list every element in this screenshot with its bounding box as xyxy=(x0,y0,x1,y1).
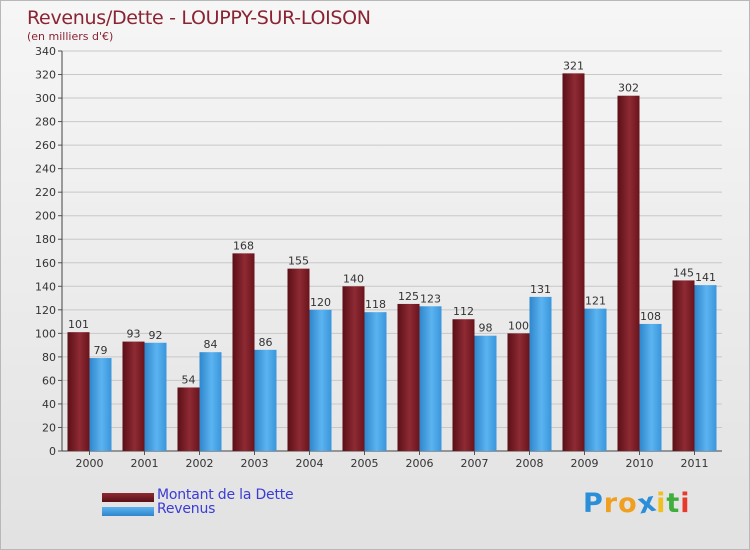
data-label-revenus-2001: 92 xyxy=(149,329,163,342)
data-label-revenus-2002: 84 xyxy=(204,338,218,351)
data-label-dette-2006: 125 xyxy=(398,290,419,303)
bar-revenus-2011 xyxy=(694,285,717,451)
y-tick-label: 0 xyxy=(49,445,56,458)
x-tick-label: 2002 xyxy=(186,457,214,470)
data-label-dette-2002: 54 xyxy=(182,373,196,386)
bar-dette-2004 xyxy=(287,268,310,451)
bar-dette-2008 xyxy=(507,333,530,451)
bar-revenus-2001 xyxy=(144,342,167,451)
bar-revenus-2007 xyxy=(474,335,497,451)
logo-letter: t xyxy=(666,488,681,519)
bar-dette-2006 xyxy=(397,303,420,451)
y-tick-label: 80 xyxy=(42,351,56,364)
legend-swatch-revenus xyxy=(102,507,154,516)
data-label-dette-2011: 145 xyxy=(673,266,694,279)
bar-dette-2001 xyxy=(122,341,145,451)
chart-subtitle: (en milliers d'€) xyxy=(27,30,114,43)
data-label-dette-2010: 302 xyxy=(618,82,639,95)
y-tick-label: 120 xyxy=(35,304,56,317)
y-tick-label: 180 xyxy=(35,233,56,246)
logo-letter: i xyxy=(680,488,691,519)
bar-dette-2003 xyxy=(232,253,255,451)
x-tick-label: 2008 xyxy=(516,457,544,470)
y-tick-label: 60 xyxy=(42,374,56,387)
bar-revenus-2006 xyxy=(419,306,442,451)
legend-swatch-dette xyxy=(102,493,154,502)
bar-revenus-2009 xyxy=(584,308,607,451)
x-tick-label: 2003 xyxy=(241,457,269,470)
bar-revenus-2010 xyxy=(639,323,662,451)
data-label-dette-2000: 101 xyxy=(68,318,89,331)
y-tick-label: 40 xyxy=(42,398,56,411)
bar-revenus-2002 xyxy=(199,352,222,451)
bar-dette-2011 xyxy=(672,280,695,451)
x-tick-label: 2004 xyxy=(296,457,324,470)
x-tick-label: 2000 xyxy=(76,457,104,470)
data-label-revenus-2008: 131 xyxy=(530,283,551,296)
bar-dette-2007 xyxy=(452,319,475,451)
data-label-dette-2008: 100 xyxy=(508,319,529,332)
bar-dette-2009 xyxy=(562,73,585,452)
x-tick-label: 2009 xyxy=(571,457,599,470)
chart-title: Revenus/Dette - LOUPPY-SUR-LOISON xyxy=(27,7,371,29)
y-tick-label: 300 xyxy=(35,92,56,105)
data-label-dette-2003: 168 xyxy=(233,239,254,252)
data-label-revenus-2007: 98 xyxy=(479,322,493,335)
bar-revenus-2008 xyxy=(529,296,552,451)
y-tick-label: 260 xyxy=(35,139,56,152)
data-label-revenus-2006: 123 xyxy=(420,292,441,305)
data-label-dette-2001: 93 xyxy=(127,328,141,341)
data-label-revenus-2000: 79 xyxy=(94,344,108,357)
bar-revenus-2005 xyxy=(364,312,387,451)
data-label-dette-2009: 321 xyxy=(563,59,584,72)
x-tick-label: 2005 xyxy=(351,457,379,470)
x-tick-label: 2011 xyxy=(681,457,709,470)
data-label-dette-2004: 155 xyxy=(288,255,309,268)
y-tick-label: 200 xyxy=(35,210,56,223)
x-tick-label: 2010 xyxy=(626,457,654,470)
data-label-revenus-2004: 120 xyxy=(310,296,331,309)
y-tick-label: 160 xyxy=(35,257,56,270)
bar-revenus-2000 xyxy=(89,358,112,451)
proxiti-logo: Proxiti xyxy=(583,486,691,520)
bar-dette-2005 xyxy=(342,286,365,451)
data-label-revenus-2011: 141 xyxy=(695,271,716,284)
bar-dette-2000 xyxy=(67,332,90,451)
bar-revenus-2004 xyxy=(309,309,332,451)
y-tick-label: 340 xyxy=(35,45,56,58)
legend-label-dette: Montant de la Dette xyxy=(157,487,294,503)
bar-dette-2002 xyxy=(177,387,200,451)
logo-letter: i xyxy=(656,488,667,519)
y-tick-label: 320 xyxy=(35,69,56,82)
x-tick-label: 2001 xyxy=(131,457,159,470)
bar-revenus-2003 xyxy=(254,349,277,451)
data-label-revenus-2003: 86 xyxy=(259,336,273,349)
data-label-revenus-2010: 108 xyxy=(640,310,661,323)
logo-letter: P xyxy=(583,488,604,519)
logo-letter: r xyxy=(603,488,619,519)
y-tick-label: 20 xyxy=(42,421,56,434)
data-label-revenus-2005: 118 xyxy=(365,298,386,311)
data-label-dette-2005: 140 xyxy=(343,272,364,285)
logo-letter: o xyxy=(618,488,638,519)
data-label-dette-2007: 112 xyxy=(453,305,474,318)
y-tick-label: 140 xyxy=(35,280,56,293)
x-tick-label: 2007 xyxy=(461,457,489,470)
y-tick-label: 220 xyxy=(35,186,56,199)
y-tick-label: 100 xyxy=(35,327,56,340)
x-tick-label: 2006 xyxy=(406,457,434,470)
y-tick-label: 280 xyxy=(35,116,56,129)
data-label-revenus-2009: 121 xyxy=(585,295,606,308)
bar-dette-2010 xyxy=(617,95,640,452)
legend-label-revenus: Revenus xyxy=(157,501,216,517)
y-tick-label: 240 xyxy=(35,163,56,176)
